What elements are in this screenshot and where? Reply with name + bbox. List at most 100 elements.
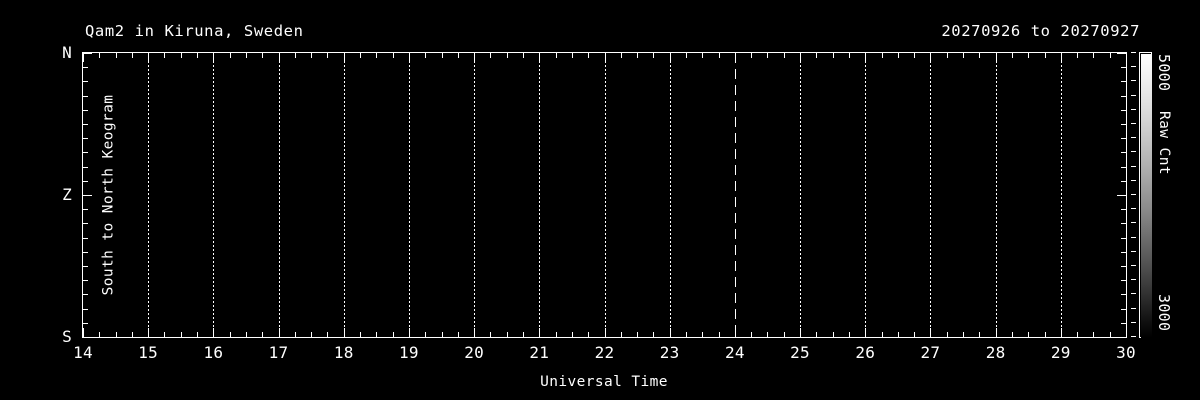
x-tick-minor [490,53,491,58]
x-tick-minor [262,53,263,58]
gridline-vertical [474,53,475,337]
y-tick-minor [83,323,88,324]
x-tick-major [213,53,214,62]
y-tick-minor [83,309,88,310]
x-tick-minor [621,332,622,337]
plot-area[interactable] [82,52,1127,338]
x-tick-minor [572,53,573,58]
x-tick-major [996,53,997,62]
x-tick-label: 26 [855,343,876,362]
colorbar-tick [1131,336,1136,337]
x-tick-label: 28 [985,343,1006,362]
y-tick-minor [83,138,88,139]
x-tick-minor [1045,332,1046,337]
y-tick-minor [1121,67,1126,68]
x-tick-minor [719,53,720,58]
x-tick-major [996,328,997,337]
x-tick-minor [132,53,133,58]
x-tick-minor [376,53,377,58]
x-tick-major [148,53,149,62]
y-tick-minor [1121,110,1126,111]
x-tick-minor [833,53,834,58]
y-tick-minor [83,294,88,295]
x-tick-minor [1110,332,1111,337]
gridline-vertical [865,53,866,337]
x-tick-major [83,328,84,337]
colorbar-tick [1131,151,1136,152]
x-tick-major [800,328,801,337]
y-tick-minor [83,96,88,97]
colorbar-tick [1131,251,1136,252]
x-tick-minor [751,332,752,337]
y-tick-minor [83,266,88,267]
x-tick-minor [1093,332,1094,337]
y-tick-label: S [62,327,72,346]
x-tick-minor [1045,53,1046,58]
y-tick-minor [83,152,88,153]
y-tick-minor [83,181,88,182]
x-tick-major [148,328,149,337]
gridline-vertical [539,53,540,337]
colorbar-tick [1131,265,1136,266]
y-tick-minor [83,124,88,125]
y-tick-minor [1121,96,1126,97]
x-tick-minor [116,332,117,337]
x-tick-minor [230,53,231,58]
x-tick-minor [99,332,100,337]
y-tick-label: Z [62,185,72,204]
x-tick-minor [295,53,296,58]
x-tick-major [800,53,801,62]
x-tick-major [670,53,671,62]
x-tick-minor [653,332,654,337]
colorbar-tick [1131,109,1136,110]
x-tick-major [539,328,540,337]
y-axis-label: South to North Keogram [100,94,117,296]
x-tick-minor [653,53,654,58]
y-tick-minor [1121,181,1126,182]
y-tick-minor [83,167,88,168]
x-tick-minor [849,53,850,58]
x-tick-minor [262,332,263,337]
x-tick-minor [702,53,703,58]
x-tick-minor [442,53,443,58]
colorbar-gradient [1141,54,1152,338]
gridline-vertical [344,53,345,337]
x-tick-minor [1012,332,1013,337]
colorbar-tick [1131,208,1136,209]
x-tick-minor [947,332,948,337]
y-tick-minor [1121,209,1126,210]
x-tick-minor [816,53,817,58]
colorbar-frame [1139,52,1152,338]
x-tick-minor [311,332,312,337]
x-tick-major [1061,328,1062,337]
x-tick-minor [327,332,328,337]
x-tick-minor [99,53,100,58]
x-tick-minor [393,332,394,337]
x-tick-minor [979,53,980,58]
x-tick-major [213,328,214,337]
x-tick-minor [425,332,426,337]
colorbar-tick [1131,180,1136,181]
x-tick-minor [637,332,638,337]
x-tick-minor [197,332,198,337]
x-tick-minor [458,332,459,337]
x-tick-minor [833,332,834,337]
x-tick-label: 17 [268,343,289,362]
y-tick-minor [83,252,88,253]
x-tick-label: 23 [659,343,680,362]
x-tick-major [409,328,410,337]
x-tick-minor [979,332,980,337]
x-tick-minor [767,332,768,337]
x-tick-minor [686,53,687,58]
y-tick-minor [83,209,88,210]
colorbar-tick [1131,237,1136,238]
x-tick-minor [914,53,915,58]
x-tick-label: 29 [1050,343,1071,362]
x-tick-minor [507,53,508,58]
x-tick-minor [686,332,687,337]
x-tick-minor [556,332,557,337]
gridline-vertical [1061,53,1062,337]
x-tick-minor [572,332,573,337]
colorbar[interactable] [1131,52,1152,338]
